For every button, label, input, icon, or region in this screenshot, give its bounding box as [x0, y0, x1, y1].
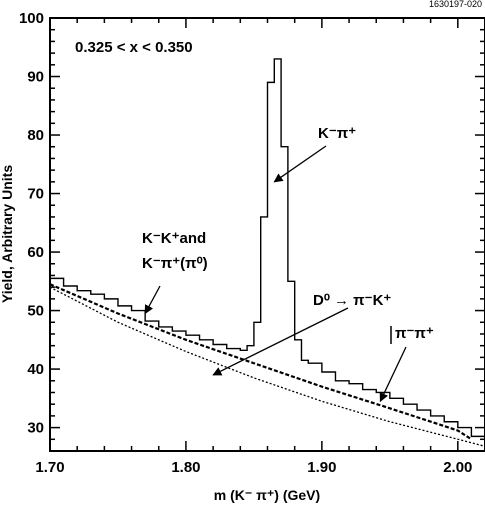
- annotation-pipi-label: π⁻π⁺: [395, 325, 434, 342]
- x-tick-label: 1.80: [171, 459, 200, 476]
- x-tick-label: 1.90: [307, 459, 336, 476]
- series-group: [49, 58, 485, 447]
- annotations: K⁻π⁺ K⁻K⁺and K⁻π⁺(π⁰) D⁰ → π⁻K⁺π⁻π⁺: [142, 125, 434, 403]
- y-tick-label: 40: [27, 361, 44, 378]
- annotation-kpi-label: K⁻π⁺: [318, 125, 356, 142]
- annotation-pipi-arrow: [379, 346, 407, 403]
- y-axis-title: Yield, Arbitrary Units: [0, 165, 15, 303]
- series-histogram: [50, 58, 485, 438]
- y-tick-labels: 30 40 50 60 70 80 90 100: [19, 10, 44, 437]
- annotation-d0-arrow: [212, 307, 349, 376]
- series-dotted-line: [49, 286, 485, 447]
- annotation-kk-label: K⁻K⁺and: [142, 230, 206, 247]
- figure-id: 1630197-020: [429, 0, 482, 9]
- y-tick-label: 70: [27, 186, 44, 203]
- annotation-d0-label: D⁰ → π⁻K⁺: [313, 292, 391, 309]
- x-tick-labels: 1.70 1.80 1.90 2.00: [35, 459, 472, 476]
- annotation-kk-label-2: K⁻π⁺(π⁰): [142, 255, 208, 272]
- x-tick-label: 1.70: [35, 459, 64, 476]
- cut-label: 0.325 < x < 0.350: [75, 39, 193, 56]
- y-tick-label: 100: [19, 10, 44, 27]
- y-tick-label: 80: [27, 127, 44, 144]
- y-tick-label: 30: [27, 420, 44, 437]
- x-tick-label: 2.00: [443, 459, 472, 476]
- annotation-kk-arrow: [144, 285, 161, 315]
- annotation-kpi-arrow: [273, 145, 327, 183]
- x-axis-title: m (K⁻ π⁺) (GeV): [214, 487, 320, 503]
- y-tick-label: 60: [27, 244, 44, 261]
- series-dashed-line: [49, 283, 473, 441]
- y-tick-label: 90: [27, 69, 44, 86]
- y-tick-label: 50: [27, 303, 44, 320]
- axis-ticks: [49, 17, 485, 451]
